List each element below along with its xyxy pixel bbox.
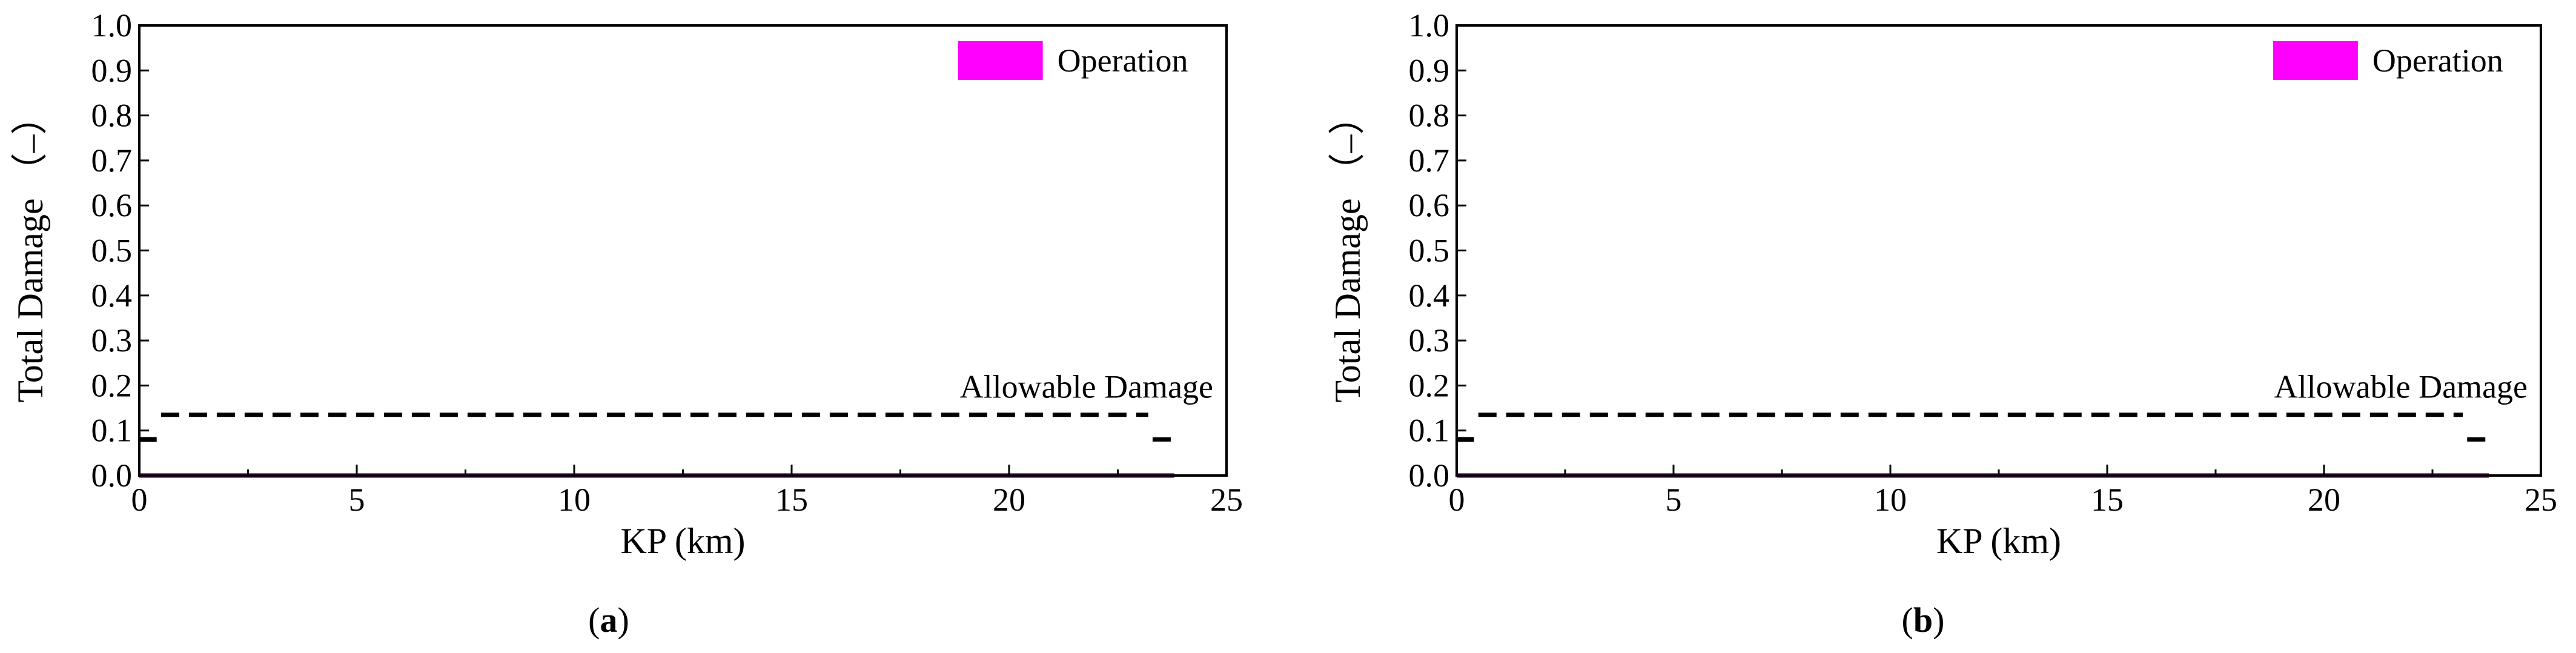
legend-swatch-operation [958, 41, 1043, 80]
y-tick-label: 0.8 [91, 98, 133, 134]
y-tick-label: 0.6 [1409, 187, 1450, 224]
allowable-damage-annotation: Allowable Damage [2274, 369, 2528, 405]
panel-a-caption: (a) [588, 600, 629, 640]
legend-label-operation: Operation [2372, 42, 2503, 79]
x-tick-label: 20 [993, 482, 1025, 518]
y-tick-label: 0.5 [1409, 233, 1450, 269]
caption-open: ( [1901, 600, 1913, 640]
y-tick-label: 0.4 [91, 277, 133, 314]
y-tick-label: 0.6 [91, 187, 133, 224]
chart-panel-a: 0 5 10 15 20 25 0.0 0.1 0.2 0.3 0.4 0.5 0.6 0.7 0.8 0.9… [10, 7, 1243, 561]
panel-b-caption: (b) [1902, 600, 1945, 640]
y-tick-label: 1.0 [91, 7, 133, 44]
plot-frame [1455, 24, 2542, 477]
x-tick-label: 15 [2091, 482, 2124, 518]
legend-label-operation: Operation [1058, 42, 1188, 79]
y-tick-label: 0.5 [91, 233, 133, 269]
y-tick-label: 0.2 [91, 367, 133, 403]
caption-close: ) [1933, 600, 1945, 640]
y-tick-label: 0.2 [1409, 367, 1450, 403]
y-tick-label: 0.1 [91, 413, 133, 449]
y-tick-label: 0.9 [91, 52, 133, 88]
x-tick-label: 25 [2525, 482, 2557, 518]
x-axis-label: KP (km) [1936, 521, 2061, 561]
y-axis-label: Total Damage （–） [1328, 98, 1368, 402]
y-tick-label: 0.0 [91, 457, 133, 494]
y-tick-label: 0.0 [1409, 457, 1450, 494]
x-tick-label: 15 [775, 482, 808, 518]
caption-letter: a [600, 600, 618, 640]
y-tick-label: 0.9 [1409, 52, 1450, 88]
x-tick-label: 10 [1874, 482, 1907, 518]
legend-swatch-operation [2273, 41, 2358, 80]
caption-open: ( [588, 600, 600, 640]
x-tick-label: 0 [1449, 482, 1465, 518]
caption-letter: b [1913, 600, 1933, 640]
y-tick-label: 0.7 [1409, 142, 1450, 179]
y-axis-label: Total Damage （–） [10, 98, 50, 402]
allowable-damage-annotation: Allowable Damage [960, 369, 1213, 405]
x-tick-label: 10 [558, 482, 591, 518]
y-tick-label: 1.0 [1409, 7, 1450, 44]
plot-frame [138, 24, 1228, 477]
y-tick-label: 0.3 [1409, 322, 1450, 359]
x-axis-label: KP (km) [620, 521, 745, 561]
x-tick-label: 0 [131, 482, 148, 518]
x-tick-label: 5 [349, 482, 365, 518]
y-tick-label: 0.3 [91, 322, 133, 359]
x-tick-label: 25 [1210, 482, 1243, 518]
y-tick-label: 0.1 [1409, 413, 1450, 449]
caption-close: ) [617, 600, 629, 640]
y-tick-label: 0.8 [1409, 98, 1450, 134]
chart-panel-b: 0 5 10 15 20 25 0.0 0.1 0.2 0.3 0.4 0.5 0.6 0.7 0.8 0.9… [1328, 7, 2557, 561]
y-tick-label: 0.4 [1409, 277, 1450, 314]
x-tick-label: 20 [2308, 482, 2340, 518]
x-tick-label: 5 [1666, 482, 1682, 518]
y-tick-label: 0.7 [91, 142, 133, 179]
